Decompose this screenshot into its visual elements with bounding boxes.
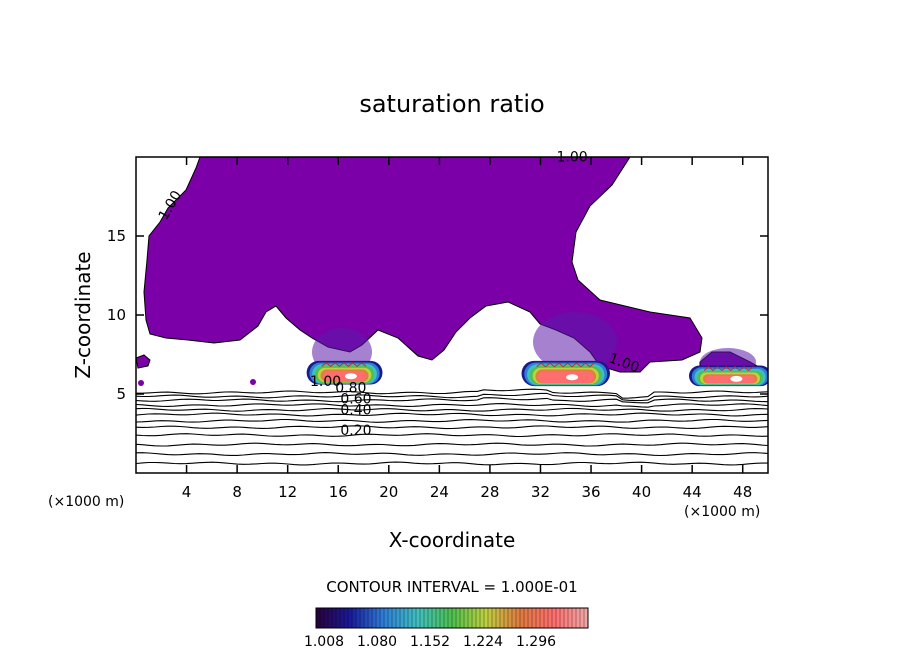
colorbar-tick-label: 1.080 [357, 634, 397, 650]
x-tick-label: 48 [733, 483, 752, 501]
x-axis-label: X-coordinate [389, 528, 516, 552]
y-tick-label: 15 [107, 227, 126, 245]
colorbar-tick-label: 1.296 [516, 634, 556, 650]
colorbar-tick-label: 1.224 [463, 634, 503, 650]
contour-line [136, 452, 768, 457]
x-unit-left: (×1000 m) [48, 494, 124, 510]
cell-top-line [703, 366, 754, 372]
chart-title: saturation ratio [359, 90, 544, 118]
saturation-fill-dot [250, 379, 256, 385]
x-tick-label: 36 [581, 483, 600, 501]
convective-cell [521, 360, 610, 387]
contour-line [136, 461, 768, 466]
saturation-fill [136, 157, 703, 373]
contour-line [136, 392, 768, 402]
contour-line [136, 407, 768, 412]
y-tick-label: 10 [107, 306, 126, 324]
cell-halo [533, 312, 617, 372]
cell-band [538, 371, 594, 383]
contour-label: 0.80 [335, 380, 366, 396]
contour-label: 0.20 [340, 423, 371, 439]
contour-interval: CONTOUR INTERVAL = 1.000E-01 [326, 578, 577, 596]
contour-line [136, 418, 768, 423]
contour-line [136, 425, 768, 430]
saturation-fill-edge [136, 354, 151, 369]
saturation-fill-dot [138, 380, 144, 386]
y-axis-label: Z-coordinate [71, 251, 95, 378]
x-unit-right: (×1000 m) [684, 504, 760, 520]
cell-top-line [321, 362, 367, 368]
x-tick-label: 4 [182, 483, 192, 501]
y-axis-ticks: 5 10 15 [107, 227, 768, 403]
convective-cell [689, 365, 768, 387]
low-level-contours [136, 388, 768, 466]
colorbar-stripes [315, 608, 589, 628]
contour-line [136, 442, 768, 447]
contour-line [136, 397, 768, 404]
cell-band [705, 375, 755, 383]
x-tick-label: 44 [683, 483, 702, 501]
contour-label: 0.40 [340, 403, 371, 419]
colorbar-labels: 1.008 1.080 1.152 1.224 1.296 [304, 634, 556, 650]
contour-label: 1.00 [310, 374, 341, 390]
x-axis-ticks: 4 8 12 16 20 24 28 32 36 40 44 48 [182, 157, 752, 501]
cell-core [344, 373, 357, 380]
convective-cells [306, 360, 768, 387]
contour-labels: 1.001.001.001.000.800.600.400.20 [156, 150, 642, 439]
x-tick-label: 28 [480, 483, 499, 501]
x-tick-label: 12 [278, 483, 297, 501]
y-tick-label: 5 [116, 385, 126, 403]
cell-core [730, 375, 743, 382]
x-tick-label: 8 [232, 483, 242, 501]
contour-line [136, 433, 768, 438]
convective-cell [306, 360, 383, 385]
cell-core [566, 374, 579, 381]
cell-band [323, 371, 366, 382]
saturated-region [136, 157, 768, 386]
x-tick-label: 32 [531, 483, 550, 501]
x-tick-label: 16 [329, 483, 348, 501]
contour-line [136, 388, 768, 399]
x-tick-label: 20 [379, 483, 398, 501]
contour-label: 0.60 [340, 391, 371, 407]
colorbar-tick-label: 1.152 [410, 634, 450, 650]
contour-line [136, 412, 768, 417]
colorbar-tick-label: 1.008 [304, 634, 344, 650]
cell-top-line [536, 362, 595, 368]
x-tick-label: 24 [430, 483, 449, 501]
x-tick-label: 40 [632, 483, 651, 501]
contour-line [136, 403, 768, 408]
